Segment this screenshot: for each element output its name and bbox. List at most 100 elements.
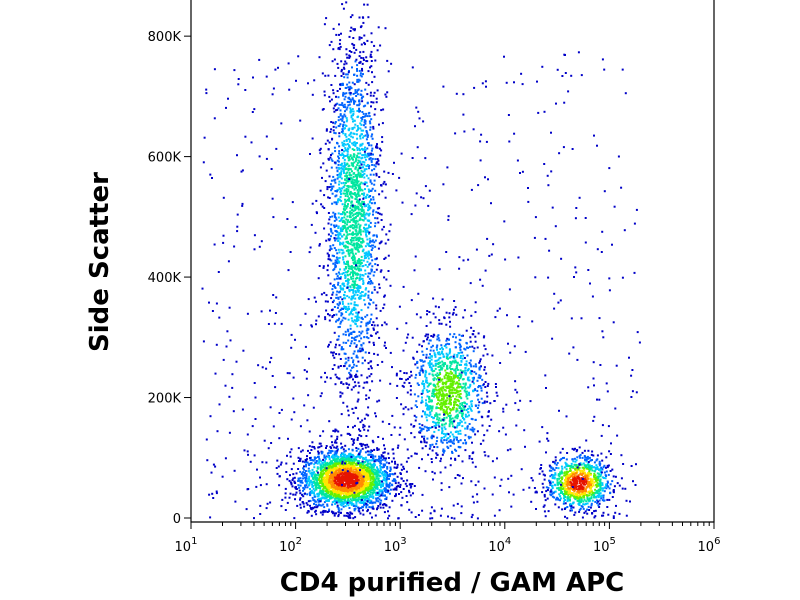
data-point (381, 466, 384, 469)
data-point (360, 316, 363, 319)
data-point (332, 89, 335, 92)
data-point (357, 447, 360, 450)
data-point (322, 265, 325, 268)
data-point (373, 324, 376, 327)
data-point (343, 150, 345, 153)
data-point (352, 378, 354, 381)
data-point (370, 281, 373, 284)
data-point (345, 361, 348, 364)
data-point (456, 438, 458, 441)
data-point (357, 187, 360, 190)
data-point (355, 91, 358, 94)
data-point (352, 28, 355, 31)
data-point (360, 97, 363, 100)
data-point (354, 204, 357, 207)
data-point (376, 459, 379, 462)
data-point (375, 174, 378, 177)
data-point (331, 469, 334, 472)
data-point (316, 462, 319, 465)
data-point (359, 263, 362, 266)
data-point (371, 81, 374, 84)
data-point (352, 270, 355, 273)
data-point (415, 373, 418, 376)
data-point (445, 386, 448, 389)
data-point (337, 248, 340, 251)
data-point (368, 167, 370, 170)
data-point (350, 211, 353, 214)
data-point (382, 307, 385, 310)
data-point (376, 324, 379, 327)
data-point (318, 461, 321, 464)
data-point (322, 162, 325, 165)
data-point (359, 161, 362, 164)
data-point (308, 483, 311, 486)
data-point (352, 440, 355, 442)
data-point (327, 254, 330, 257)
data-point (350, 209, 353, 212)
data-point (328, 489, 331, 491)
data-point (353, 476, 356, 479)
data-point (328, 494, 331, 497)
data-point (352, 258, 355, 261)
data-point (328, 449, 331, 452)
data-point (319, 482, 322, 485)
data-point (377, 159, 380, 162)
data-point (347, 240, 349, 243)
data-point (425, 333, 428, 336)
data-point (278, 475, 281, 478)
data-point (339, 243, 341, 246)
data-point (342, 482, 345, 485)
data-point (308, 452, 311, 454)
data-point (325, 479, 328, 482)
data-point (349, 176, 352, 179)
data-point (302, 474, 305, 477)
data-point (359, 134, 362, 137)
data-point (348, 242, 350, 245)
data-point (323, 291, 326, 294)
data-point (356, 68, 358, 70)
data-point (348, 225, 351, 228)
data-point (290, 468, 293, 471)
data-point (367, 499, 370, 502)
data-point (365, 287, 368, 290)
data-point (334, 266, 337, 269)
data-point (351, 336, 353, 339)
data-point (335, 453, 338, 456)
data-point (365, 130, 368, 132)
data-point (349, 190, 352, 193)
data-point (377, 163, 380, 166)
data-point (356, 272, 359, 275)
data-point (347, 479, 349, 482)
data-point (349, 332, 352, 335)
data-point (386, 91, 389, 94)
data-point (349, 155, 352, 158)
data-point (346, 503, 348, 506)
data-point (376, 158, 379, 161)
data-point (448, 312, 451, 315)
data-point (355, 291, 357, 294)
data-point (347, 493, 350, 495)
data-point (339, 188, 342, 191)
data-point (308, 470, 311, 472)
data-point (348, 252, 351, 255)
data-point (331, 60, 334, 63)
data-point (364, 444, 367, 447)
data-point (360, 116, 363, 119)
data-point (352, 277, 355, 280)
data-point (316, 476, 319, 479)
data-point (352, 386, 355, 389)
data-point (363, 482, 366, 485)
data-point (358, 510, 361, 513)
data-point (333, 446, 336, 449)
data-point (375, 499, 378, 502)
data-point (442, 448, 445, 451)
data-point (331, 187, 334, 190)
data-point (400, 463, 403, 466)
data-point (293, 481, 296, 484)
data-point (346, 377, 349, 380)
data-point (340, 171, 343, 174)
data-point (359, 127, 362, 130)
data-point (339, 190, 342, 193)
data-point (355, 311, 358, 314)
data-point (339, 391, 342, 394)
